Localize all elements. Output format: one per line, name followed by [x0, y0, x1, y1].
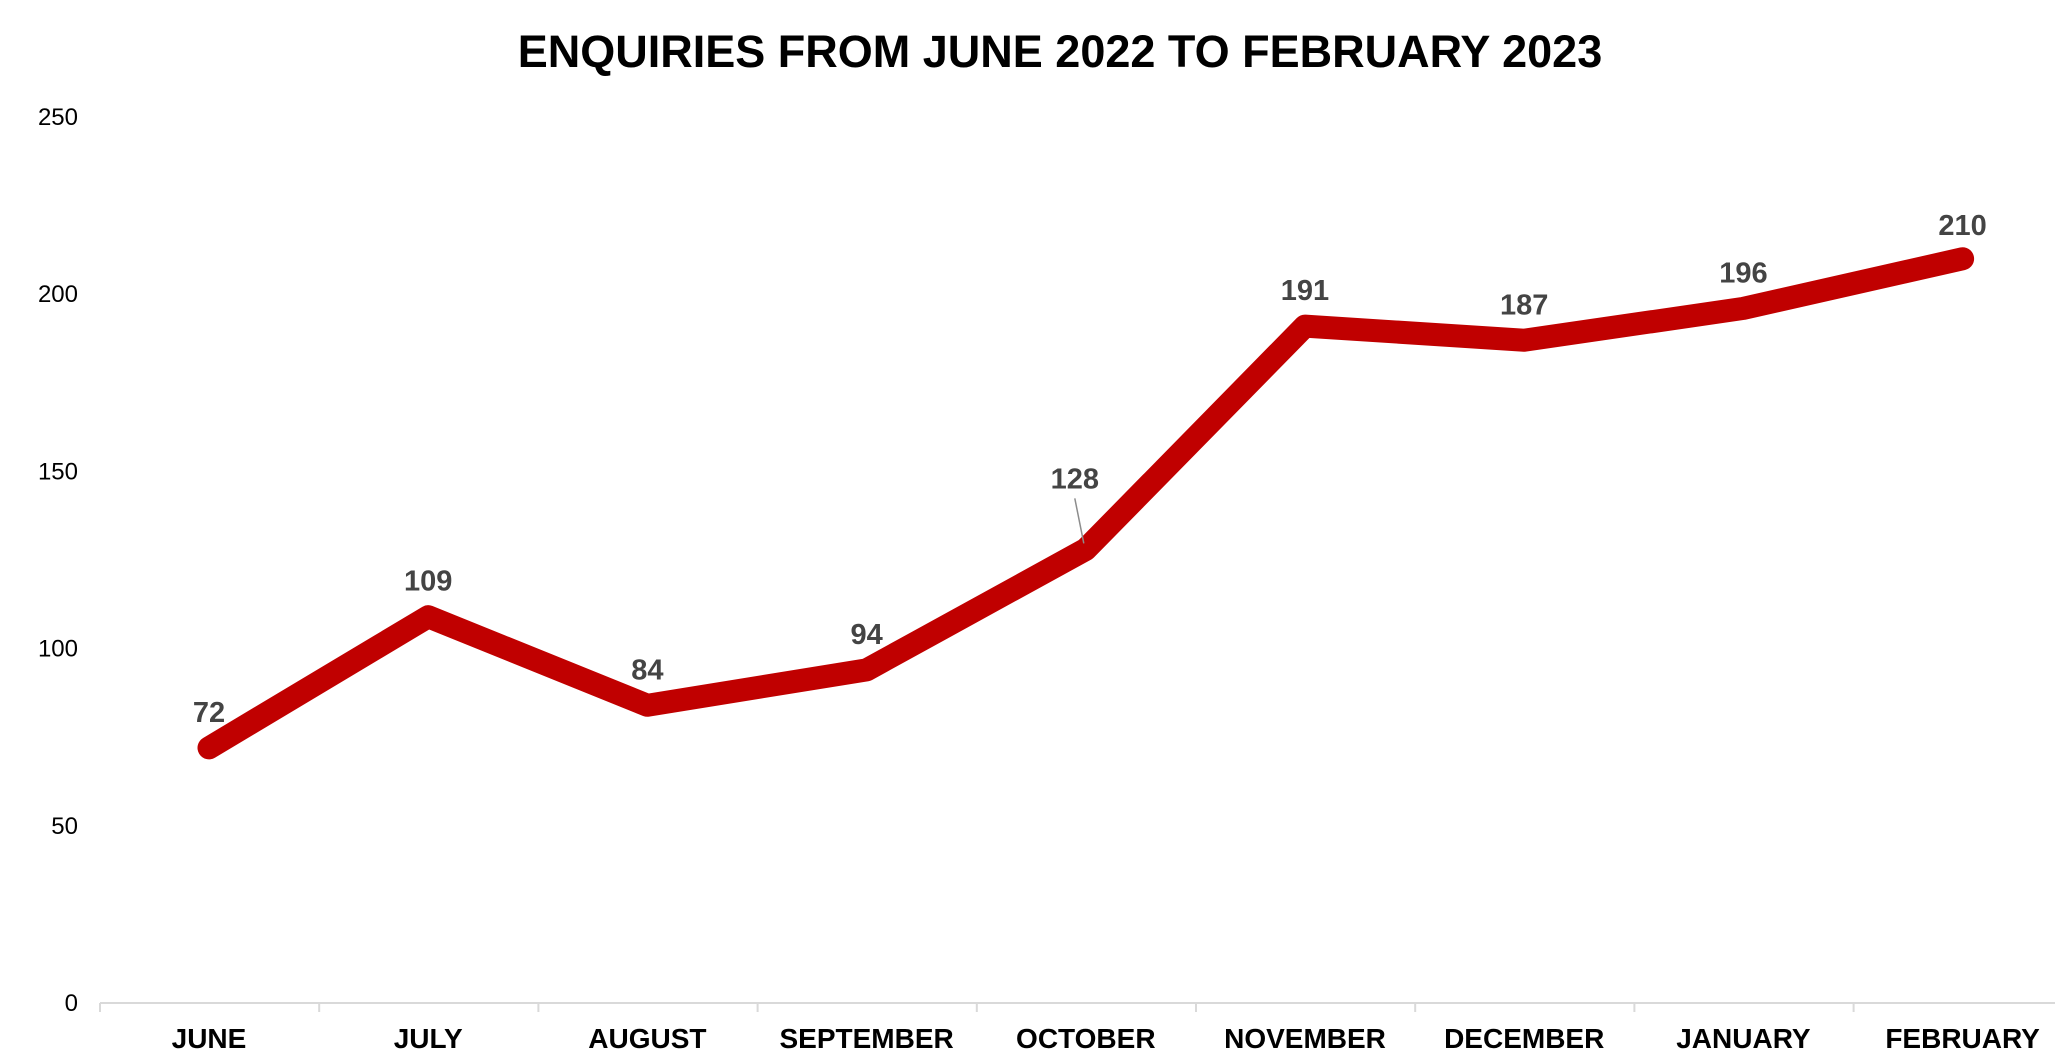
y-tick-label-100: 100	[38, 636, 78, 663]
chart-title: ENQUIRIES FROM JUNE 2022 TO FEBRUARY 202…	[517, 26, 1603, 77]
data-label-october: 128	[1051, 463, 1099, 495]
x-tick-label-july: JULY	[394, 1023, 463, 1050]
x-axis-tick-labels: JUNE JULY AUGUST SEPTEMBER OCTOBER NOVEMBER DE…	[172, 1023, 2041, 1050]
x-axis	[99, 1002, 2055, 1012]
x-tick-label-june: JUNE	[172, 1023, 247, 1050]
data-labels: 72 109 84 94 128 191 187 196 210	[193, 210, 1987, 729]
y-axis-tick-labels: 0 50 100 150 200 250	[38, 104, 78, 1017]
x-tick-label-september: SEPTEMBER	[779, 1023, 953, 1050]
x-tick-label-february: FEBRUARY	[1885, 1023, 2040, 1050]
x-tick-label-november: NOVEMBER	[1224, 1023, 1386, 1050]
leader-line-october	[1074, 498, 1085, 544]
data-label-february: 210	[1938, 210, 1986, 242]
data-label-july: 109	[404, 566, 452, 598]
series-line	[197, 247, 1975, 760]
series-lines	[197, 247, 1975, 760]
data-label-september: 94	[850, 619, 882, 651]
data-label-january: 196	[1719, 257, 1767, 289]
x-tick-label-december: DECEMBER	[1444, 1023, 1604, 1050]
data-label-december: 187	[1500, 289, 1548, 321]
x-tick-label-october: OCTOBER	[1016, 1023, 1156, 1050]
y-tick-label-200: 200	[38, 281, 78, 308]
data-label-november: 191	[1281, 275, 1329, 307]
label-leader-lines	[1074, 498, 1085, 544]
y-tick-label-50: 50	[51, 813, 78, 840]
x-tick-label-august: AUGUST	[588, 1023, 706, 1050]
x-tick-label-january: JANUARY	[1676, 1023, 1811, 1050]
y-tick-label-0: 0	[65, 990, 78, 1017]
y-tick-label-250: 250	[38, 104, 78, 131]
data-label-june: 72	[193, 697, 225, 729]
y-tick-label-150: 150	[38, 458, 78, 485]
data-label-august: 84	[631, 654, 663, 686]
